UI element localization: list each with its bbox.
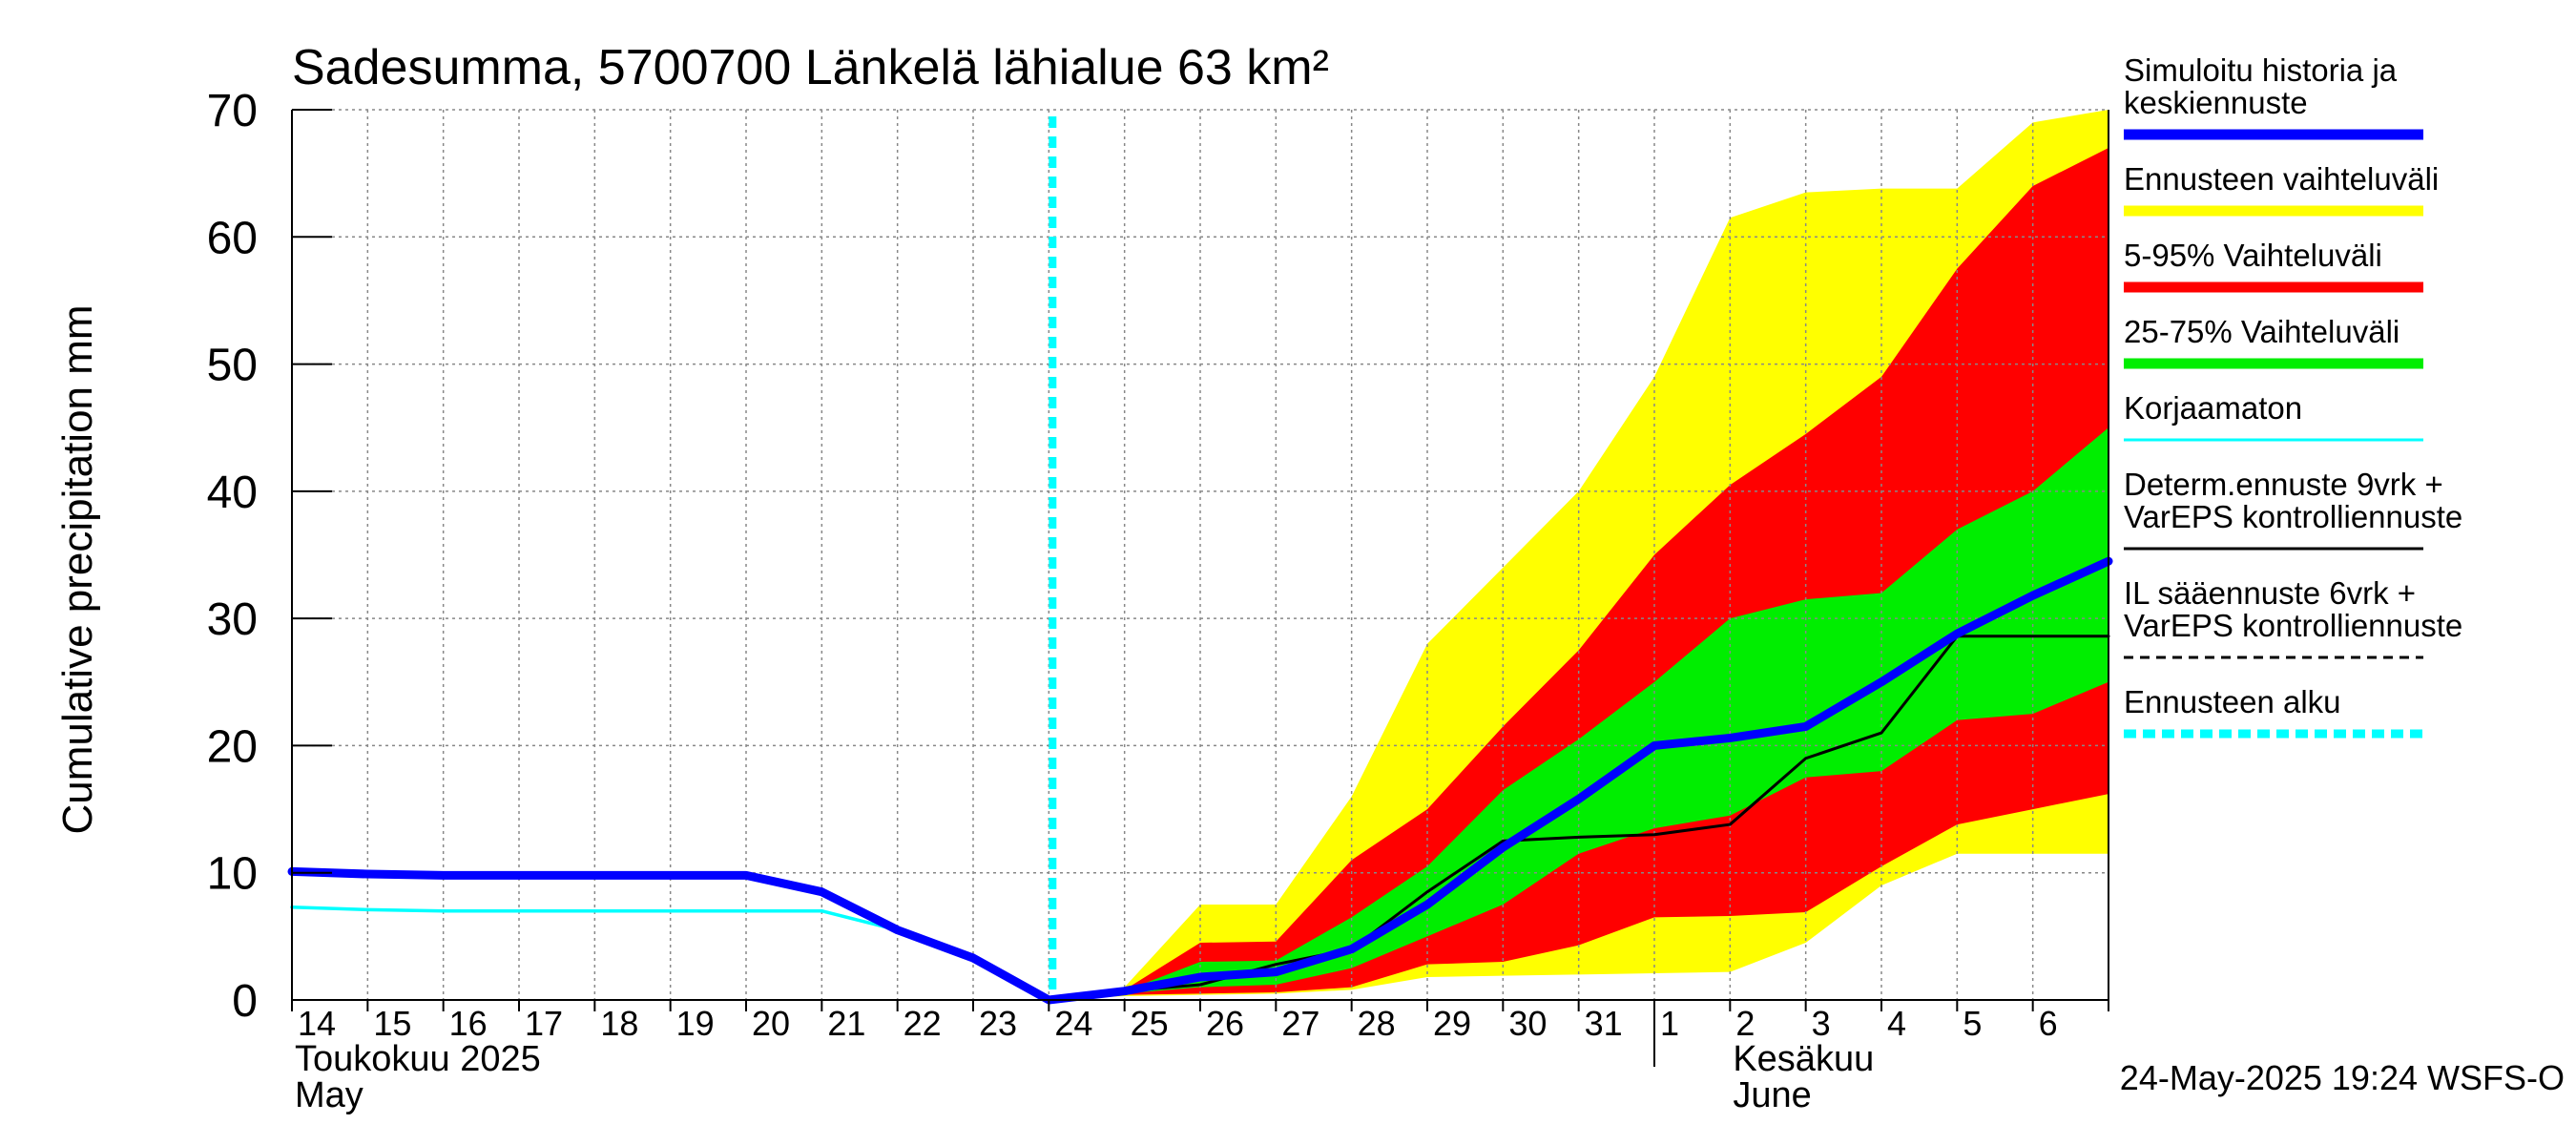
legend-label: Simuloitu historia ja: [2124, 52, 2398, 88]
x-tick-label: 24: [1054, 1004, 1092, 1043]
x-tick-label: 2: [1735, 1004, 1755, 1043]
x-tick-label: 22: [904, 1004, 942, 1043]
y-tick-label: 10: [207, 849, 258, 900]
x-tick-label: 28: [1358, 1004, 1396, 1043]
x-tick-label: 29: [1433, 1004, 1471, 1043]
month-label: May: [295, 1075, 364, 1115]
x-tick-label: 5: [1963, 1004, 1982, 1043]
legend-label: 25-75% Vaihteluväli: [2124, 314, 2399, 349]
x-tick-label: 20: [752, 1004, 790, 1043]
month-label: Kesäkuu: [1733, 1039, 1874, 1079]
legend-label: Ennusteen vaihteluväli: [2124, 161, 2439, 197]
legend-label: VarEPS kontrolliennuste: [2124, 608, 2462, 643]
y-tick-label: 40: [207, 468, 258, 518]
month-label: Toukokuu 2025: [295, 1039, 541, 1079]
x-tick-label: 19: [676, 1004, 715, 1043]
y-tick-label: 60: [207, 213, 258, 263]
x-tick-label: 23: [979, 1004, 1017, 1043]
chart-title: Sadesumma, 5700700 Länkelä lähialue 63 k…: [292, 40, 1329, 95]
band-red: [1049, 147, 2109, 1000]
legend-label: Korjaamaton: [2124, 390, 2302, 426]
x-tick-label: 3: [1812, 1004, 1831, 1043]
y-tick-label: 50: [207, 341, 258, 391]
legend-label: IL sääennuste 6vrk +: [2124, 575, 2416, 611]
legend-label: Ennusteen alku: [2124, 684, 2341, 719]
x-tick-label: 16: [449, 1004, 488, 1043]
x-tick-label: 6: [2039, 1004, 2058, 1043]
x-tick-label: 18: [600, 1004, 638, 1043]
y-axis-label: Cumulative precipitation mm: [54, 304, 101, 834]
y-tick-label: 70: [207, 86, 258, 136]
x-tick-label: 1: [1660, 1004, 1679, 1043]
legend-label: VarEPS kontrolliennuste: [2124, 499, 2462, 534]
x-tick-label: 30: [1508, 1004, 1547, 1043]
legend-label: 5-95% Vaihteluväli: [2124, 238, 2382, 273]
x-tick-label: 15: [373, 1004, 411, 1043]
grid: [292, 109, 2109, 1000]
x-tick-label: 31: [1585, 1004, 1623, 1043]
y-tick-label: 20: [207, 721, 258, 772]
timestamp: 24-May-2025 19:24 WSFS-O: [2120, 1058, 2565, 1097]
x-tick-label: 14: [298, 1004, 336, 1043]
y-tick-label: 30: [207, 594, 258, 645]
x-tick-label: 26: [1206, 1004, 1244, 1043]
legend-label: Determ.ennuste 9vrk +: [2124, 467, 2443, 502]
y-tick-label: 0: [232, 976, 258, 1027]
x-tick-label: 25: [1131, 1004, 1169, 1043]
x-tick-label: 17: [525, 1004, 563, 1043]
legend-label: keskiennuste: [2124, 85, 2308, 120]
x-tick-label: 27: [1281, 1004, 1319, 1043]
series-simulated-mean: [287, 556, 2113, 1005]
month-label: June: [1733, 1075, 1811, 1115]
x-tick-label: 4: [1887, 1004, 1906, 1043]
x-tick-label: 21: [827, 1004, 865, 1043]
series-lines: [287, 116, 2113, 1005]
